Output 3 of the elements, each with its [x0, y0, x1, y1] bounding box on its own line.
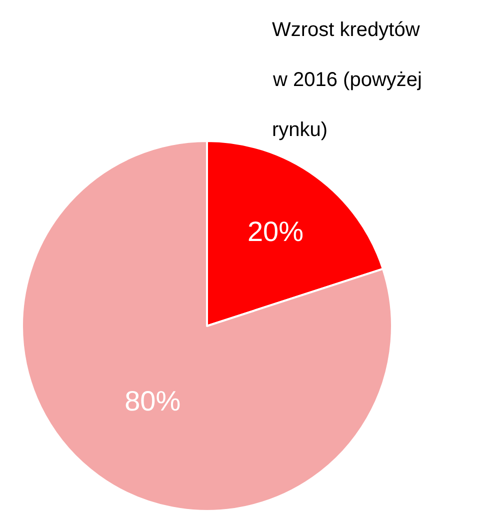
data-label: 20% [247, 216, 304, 248]
chart-title: Wzrost kredytów w 2016 (powyżej rynku) [272, 19, 422, 141]
data-label: 80% [124, 385, 181, 416]
